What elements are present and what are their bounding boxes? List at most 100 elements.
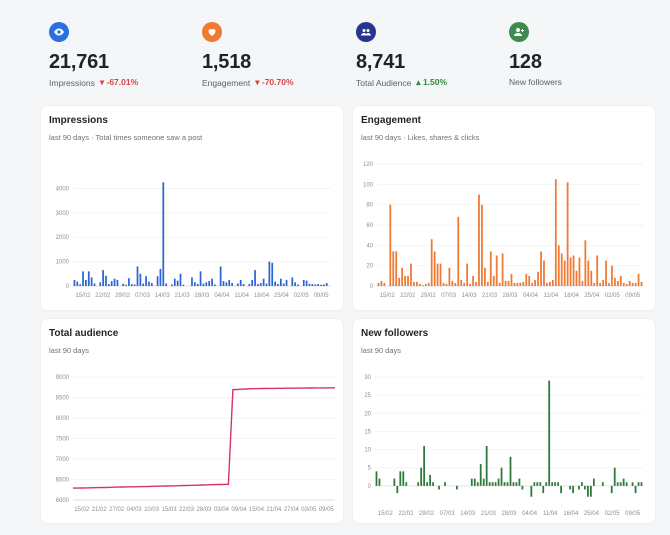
bar	[248, 284, 251, 286]
bar	[560, 253, 563, 286]
bar	[596, 255, 599, 286]
bar	[534, 279, 537, 286]
bar	[225, 282, 228, 286]
bar	[133, 284, 136, 286]
card-subtitle: last 90 days	[49, 346, 90, 355]
bar	[469, 283, 471, 286]
bar	[142, 283, 145, 286]
bar	[494, 482, 497, 486]
bar	[122, 283, 125, 286]
bar	[498, 282, 501, 286]
bar	[150, 283, 153, 286]
bar	[395, 251, 398, 286]
bar	[222, 281, 225, 286]
bar	[136, 266, 139, 286]
bar	[417, 482, 420, 486]
heart-icon	[202, 22, 222, 42]
y-tick-label: 3000	[56, 211, 70, 217]
bar	[519, 282, 522, 286]
bar	[634, 282, 637, 286]
x-tick-label: 07/03	[440, 511, 456, 517]
bar	[401, 267, 404, 286]
bar	[473, 478, 476, 486]
bar	[165, 283, 168, 286]
bar	[483, 267, 486, 286]
bar	[515, 482, 518, 486]
bar	[424, 283, 427, 286]
bar	[572, 255, 575, 286]
bar	[322, 284, 325, 286]
x-tick-label: 14/03	[460, 511, 476, 517]
bar	[488, 482, 491, 486]
bar	[592, 478, 595, 486]
bar	[475, 281, 477, 286]
x-tick-label: 02/05	[605, 511, 621, 517]
bar	[405, 482, 408, 486]
bar	[497, 478, 500, 486]
bar	[162, 182, 165, 286]
bar	[608, 282, 610, 286]
bar	[128, 278, 130, 286]
x-tick-label: 03/05	[301, 507, 317, 513]
bar	[569, 485, 571, 490]
bar	[404, 275, 406, 286]
bar	[593, 282, 596, 286]
bar	[478, 194, 480, 286]
bar	[444, 482, 446, 486]
audience-value: 8,741	[356, 51, 406, 73]
bar	[265, 283, 268, 286]
bar	[87, 271, 90, 286]
x-tick-label: 03/04	[214, 507, 230, 513]
audience-card: Total audience last 90 days 6000 6500 7000…	[41, 319, 343, 523]
y-tick-label: 4000	[56, 186, 70, 192]
engagement-change: ▾ -70.70%	[255, 77, 294, 87]
x-tick-label: 15/02	[378, 511, 394, 517]
engagement-card: Engagement last 90 days · Likes, shares …	[353, 106, 655, 310]
x-tick-label: 25/04	[274, 293, 290, 299]
bar	[466, 263, 469, 286]
y-tick-label: 2000	[56, 235, 70, 241]
people-icon	[356, 22, 376, 42]
bar	[584, 485, 586, 490]
bar	[539, 482, 542, 486]
bar	[396, 485, 399, 494]
bar	[613, 467, 616, 486]
bar	[512, 482, 515, 486]
bar	[436, 263, 439, 286]
bar	[433, 251, 436, 286]
bar	[277, 284, 279, 286]
series-line	[73, 387, 335, 489]
bar	[554, 482, 557, 486]
bar	[254, 270, 256, 286]
bar	[509, 456, 512, 486]
bar	[116, 279, 119, 286]
bar	[259, 283, 262, 286]
bar	[239, 279, 242, 286]
bar	[549, 281, 551, 286]
bar	[610, 485, 613, 494]
x-tick-label: 22/02	[400, 293, 416, 299]
bar	[457, 216, 460, 286]
x-tick-label: 16/04	[563, 511, 579, 517]
x-tick-label: 28/03	[502, 293, 518, 299]
bar	[581, 280, 584, 286]
bar	[423, 445, 426, 486]
bar	[525, 273, 528, 286]
bar	[481, 204, 483, 286]
bar	[113, 278, 116, 286]
bar	[601, 482, 604, 486]
bar	[410, 263, 412, 286]
x-tick-label: 09/05	[625, 293, 641, 299]
x-tick-label: 09/04	[231, 507, 247, 513]
bar	[485, 445, 488, 486]
bar	[476, 482, 479, 486]
bar	[575, 270, 578, 286]
bar	[398, 277, 401, 286]
bar	[451, 280, 454, 286]
bar	[125, 284, 127, 286]
bar	[173, 278, 176, 286]
bar	[542, 485, 545, 494]
bar	[634, 485, 637, 494]
engagement-value: 1,518	[202, 51, 252, 73]
